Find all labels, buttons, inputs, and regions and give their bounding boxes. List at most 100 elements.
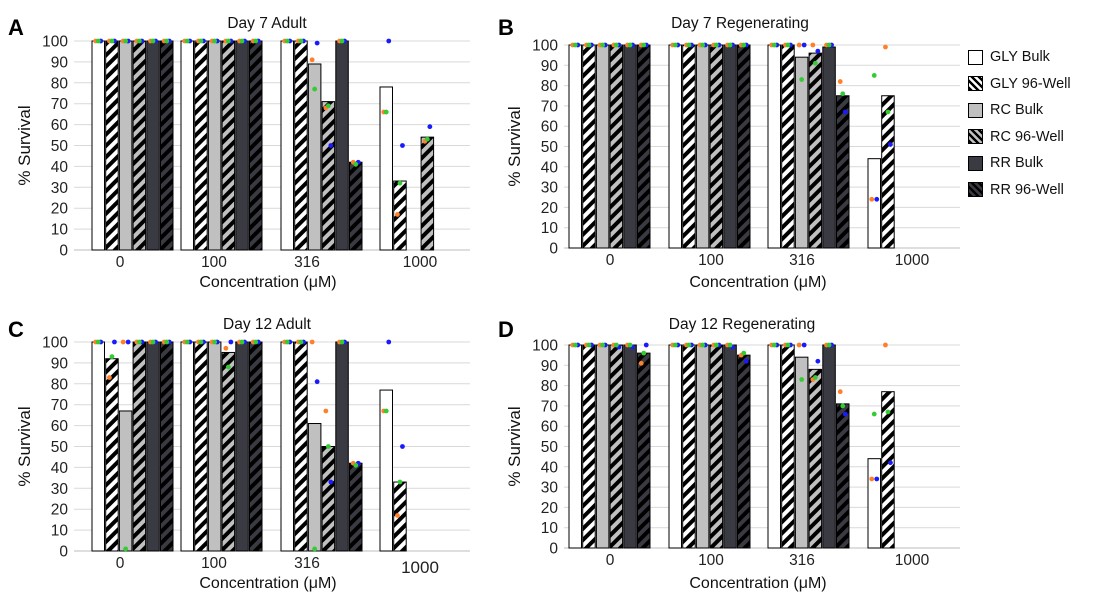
bar-gly-bulk — [379, 86, 393, 251]
replicate-point — [314, 40, 320, 46]
replicate-point — [869, 196, 875, 202]
y-tick-label: 0 — [549, 541, 558, 558]
legend-item-rr-96-well: RR 96-Well — [968, 177, 1096, 204]
replicate-point — [686, 342, 692, 348]
chart-title: Day 7 Regenerating — [671, 15, 809, 32]
replicate-point — [424, 136, 430, 142]
replicate-point — [353, 161, 359, 167]
y-tick-label: 80 — [541, 78, 559, 95]
replicate-point — [312, 86, 318, 92]
bar-gly-bulk — [867, 458, 881, 549]
replicate-point — [771, 342, 777, 348]
bar-rr-bulk — [235, 40, 249, 251]
bar-gly-96-well — [294, 341, 308, 552]
legend-label: RR 96-Well — [990, 181, 1064, 198]
y-tick-label: 70 — [541, 98, 559, 115]
replicate-point — [198, 339, 204, 345]
replicate-point — [743, 358, 749, 364]
replicate-point — [572, 342, 578, 348]
replicate-point — [298, 38, 304, 44]
x-tick-label: 0 — [606, 252, 615, 269]
y-tick-label: 20 — [541, 500, 559, 517]
bar-gly-bulk — [180, 40, 194, 251]
replicate-point — [184, 38, 190, 44]
legend-label: RC Bulk — [990, 102, 1044, 119]
bar-gly-bulk — [668, 344, 682, 549]
panel-letter: B — [498, 15, 514, 40]
replicate-point — [713, 42, 719, 48]
y-tick-label: 40 — [541, 159, 559, 176]
y-tick-label: 50 — [541, 139, 559, 156]
bar-rr-96-well — [637, 44, 651, 249]
replicate-point — [586, 42, 592, 48]
replicate-point — [198, 38, 204, 44]
replicate-point — [796, 42, 802, 48]
replicate-point — [842, 109, 848, 115]
bar-rr-96-well — [349, 161, 363, 251]
bar-rc-bulk — [695, 344, 710, 549]
replicate-point — [672, 42, 678, 48]
bar-rr-96-well — [637, 352, 651, 549]
replicate-point — [309, 57, 315, 63]
replicate-point — [885, 109, 891, 115]
bar-rr-96-well — [836, 95, 850, 249]
replicate-point — [874, 196, 880, 202]
bar-gly-96-well — [194, 341, 208, 552]
legend-swatch — [968, 76, 983, 92]
replicate-point — [840, 91, 846, 97]
bar-rr-96-well — [349, 462, 363, 552]
replicate-point — [109, 354, 115, 360]
bar-gly-bulk — [180, 341, 194, 552]
replicate-point — [826, 42, 832, 48]
replicate-point — [572, 42, 578, 48]
bar-rr-bulk — [335, 341, 349, 552]
bar-rc-96-well — [609, 44, 624, 249]
y-tick-label: 80 — [51, 376, 69, 393]
replicate-point — [883, 342, 888, 348]
replicate-point — [812, 375, 818, 380]
bar-rc-96-well — [709, 44, 724, 249]
bar-rc-bulk — [307, 63, 322, 251]
x-tick-label: 100 — [201, 254, 227, 271]
bar-rr-96-well — [737, 354, 751, 549]
x-tick-label: 100 — [201, 555, 227, 572]
bar-gly-96-well — [781, 344, 795, 549]
bar-rr-bulk — [723, 344, 737, 549]
replicate-point — [842, 411, 848, 417]
legend: GLY Bulk GLY 96-Well RC Bulk RC 96-Well RR B… — [968, 44, 1096, 203]
bar-rr-bulk — [146, 40, 160, 251]
x-axis-label: Concentration (μM) — [199, 274, 336, 291]
y-tick-label: 100 — [42, 34, 68, 51]
y-tick-label: 20 — [51, 502, 69, 519]
replicate-point — [386, 339, 392, 345]
legend-item-rc-96-well: RC 96-Well — [968, 124, 1096, 151]
legend-item-rc-bulk: RC Bulk — [968, 97, 1096, 124]
y-tick-label: 80 — [51, 75, 69, 92]
x-tick-label: 1000 — [403, 254, 438, 271]
y-tick-label: 10 — [51, 523, 69, 540]
replicate-point — [225, 38, 231, 44]
bar-rc-bulk — [307, 423, 322, 552]
x-tick-label: 1000 — [401, 558, 439, 577]
y-tick-label: 60 — [541, 119, 559, 136]
replicate-point — [627, 42, 633, 48]
replicate-point — [888, 460, 893, 466]
replicate-point — [641, 42, 647, 48]
replicate-point — [641, 350, 647, 356]
bar-rr-bulk — [335, 40, 349, 251]
replicate-point — [95, 339, 101, 345]
bar-gly-bulk — [668, 44, 682, 249]
legend-swatch — [968, 129, 983, 145]
bar-gly-96-well — [582, 44, 596, 249]
replicate-point — [727, 342, 733, 348]
y-tick-label: 60 — [541, 419, 559, 436]
x-tick-label: 316 — [294, 555, 320, 572]
x-axis-label: Concentration (μM) — [689, 575, 826, 592]
replicate-point — [801, 342, 807, 348]
replicate-point — [212, 38, 218, 44]
bar-rr-96-well — [249, 341, 263, 552]
bar-gly-bulk — [280, 341, 294, 552]
